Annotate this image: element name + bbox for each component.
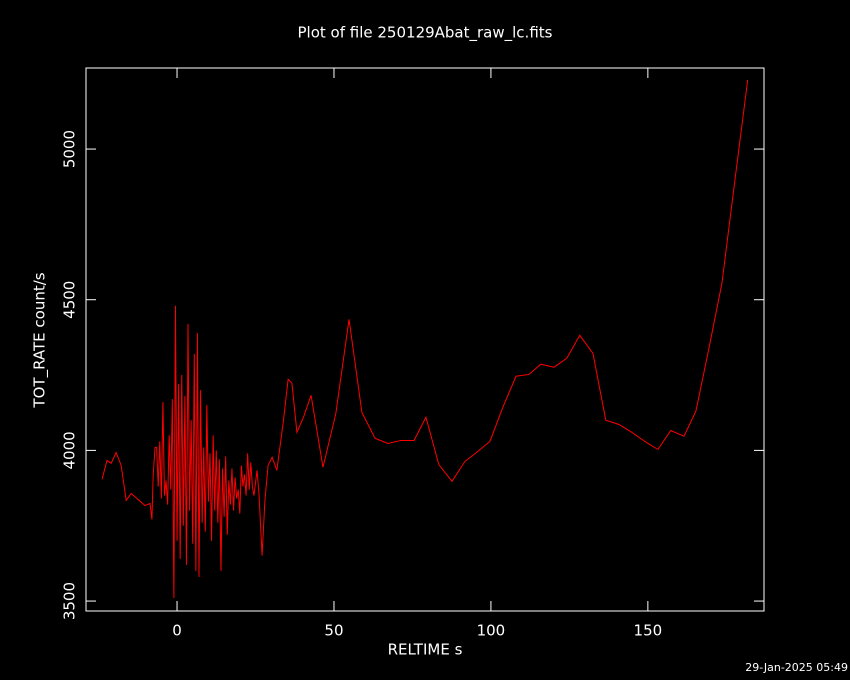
y-tick-label: 5000 [61,130,79,168]
plot-frame [85,67,765,612]
y-tick-label: 4000 [61,431,79,469]
y-tick-label: 3500 [61,582,79,620]
x-axis-label: RELTIME s [388,641,463,659]
chart-title: Plot of file 250129Abat_raw_lc.fits [298,24,553,43]
x-tick-label: 50 [324,622,343,640]
data-line [101,79,749,599]
timestamp: 29-Jan-2025 05:49 [745,661,848,674]
y-axis-label: TOT_RATE count/s [31,272,50,408]
x-tick-label: 150 [634,622,663,640]
y-tick-label: 4500 [61,281,79,319]
x-tick-label: 0 [172,622,182,640]
x-tick-label: 100 [477,622,506,640]
